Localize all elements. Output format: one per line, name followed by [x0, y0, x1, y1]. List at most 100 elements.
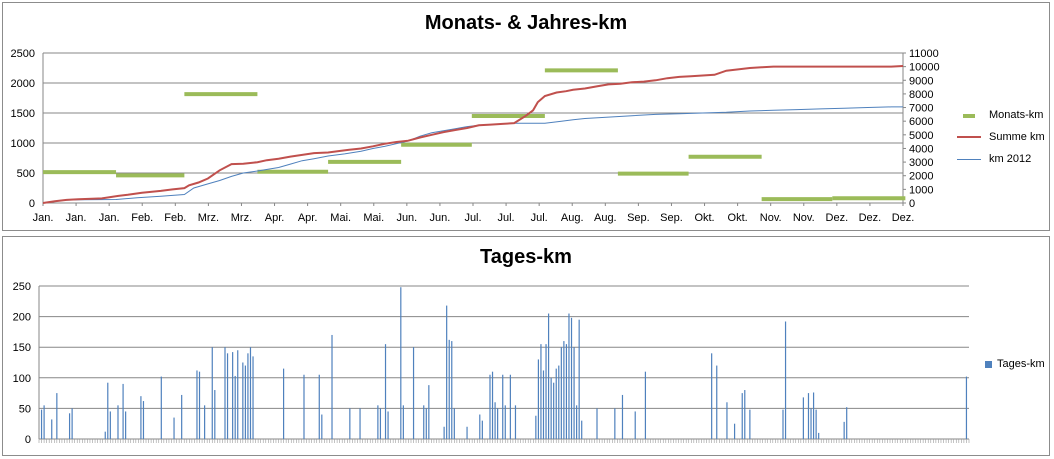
x-tick-label: Jul. [498, 212, 515, 224]
tages-km-bar [237, 350, 239, 439]
tages-km-bar [181, 394, 183, 439]
tages-km-bar [644, 371, 647, 439]
chart-title-tages-km: Tages-km [480, 246, 572, 268]
tages-km-bar [214, 390, 216, 439]
tages-km-bar [634, 411, 636, 439]
tages-km-bar [448, 339, 450, 439]
x-tick-label: Dez. [892, 212, 915, 224]
tages-km-bar [244, 365, 246, 439]
tages-km-bar [535, 415, 537, 439]
legend-label-km-2012: km 2012 [989, 153, 1032, 165]
x-tick-label: Feb. [164, 212, 186, 224]
chart-title-monthly-yearly: Monats- & Jahres-km [424, 12, 628, 34]
tages-km-bar [211, 347, 213, 439]
tages-km-bar [802, 397, 804, 439]
tages-km-bar [514, 405, 517, 439]
monthly-yearly-chart-panel: Monats- & Jahres-km 0 500 1000 1500 2000 2500… [2, 2, 1050, 231]
tages-km-bar [349, 408, 351, 439]
legend-label-monats-km: Monats-km [989, 109, 1044, 121]
x-tick-label: Sep. [660, 212, 683, 224]
legend-tages-km: Tages-km [985, 353, 1045, 375]
x-tick-label: Jan. [99, 212, 120, 224]
y-right-tick-label: 9000 [909, 75, 933, 87]
legend-item-km-2012: km 2012 [955, 148, 1045, 170]
tages-km-bar [117, 405, 119, 439]
y-right-tick-label: 4000 [909, 143, 933, 155]
tages-km-bar [104, 431, 106, 439]
y-tick-label: 150 [13, 342, 31, 354]
tages-km-bar [810, 408, 812, 439]
tages-km-bar [234, 375, 236, 439]
tages-km-bar [56, 393, 58, 439]
tages-km-bar [504, 405, 506, 439]
tages-km-bar [744, 390, 746, 439]
y-right-tick-label: 10000 [909, 62, 940, 74]
tages-km-bar [965, 376, 968, 439]
y-right-tick-label: 1000 [909, 184, 933, 196]
tages-km-bar [494, 402, 496, 439]
tages-km-bar [198, 371, 201, 439]
tages-km-bar [843, 421, 845, 439]
tages-km-bar [122, 383, 124, 439]
y-left-tick-label: 2500 [11, 48, 35, 60]
tages-km-bar [384, 344, 387, 439]
x-tick-label: Mrz. [198, 212, 219, 224]
tages-km-bar [402, 405, 404, 439]
tages-km-bar [249, 347, 252, 439]
legend-item-tages-km: Tages-km [985, 353, 1045, 375]
tages-km-bar [400, 287, 402, 439]
tages-km-bar [782, 409, 784, 439]
x-tick-label: Sep. [627, 212, 650, 224]
x-tick-label: Nov. [760, 212, 782, 224]
tages-km-bar [247, 353, 249, 439]
tages-km-bar [109, 411, 111, 439]
y-tick-label: 200 [13, 312, 31, 324]
tages-km-bar [568, 313, 570, 439]
tages-km-bar [711, 353, 713, 439]
tages-km-bar [242, 362, 244, 439]
tages-km-bar [142, 401, 145, 439]
tages-km-bar [542, 370, 545, 439]
tages-km-bar [570, 317, 573, 439]
tages-km-bar [68, 413, 71, 439]
tages-km-bar [560, 347, 562, 439]
tages-km-bar [726, 402, 728, 439]
y-left-tick-label: 1500 [11, 108, 35, 120]
tages-km-bar [204, 405, 206, 439]
y-left-tick-label: 1000 [11, 138, 35, 150]
x-tick-label: Mai. [363, 212, 384, 224]
tages-km-bar [331, 334, 333, 439]
tages-km-bar [573, 347, 575, 439]
legend-item-monats-km: Monats-km [955, 104, 1045, 126]
legend-monthly-yearly: Monats-km Summe km km 2012 [955, 104, 1045, 170]
tages-km-bar [537, 359, 539, 439]
tages-km-bar [379, 408, 382, 439]
tages-km-bar [716, 365, 718, 439]
tages-km-bar [196, 370, 198, 439]
tages-km-bar [446, 305, 448, 439]
x-tick-label: Mai. [330, 212, 351, 224]
y-tick-label: 50 [19, 403, 31, 415]
legend-swatch-monats-km [955, 110, 983, 121]
tages-km-bar [479, 414, 481, 439]
tages-km-bar [581, 420, 583, 439]
daily-km-chart-panel: Tages-km 0 50 100 150 200 250 Tages-km [2, 236, 1050, 456]
y-right-tick-label: 5000 [909, 130, 933, 142]
summe-km-line [42, 65, 904, 204]
legend-swatch-summe-km [955, 132, 983, 143]
x-tick-label: Jan. [33, 212, 54, 224]
tages-km-bar [540, 344, 542, 439]
tages-km-bar [125, 411, 127, 439]
legend-item-summe-km: Summe km [955, 126, 1045, 148]
x-tick-label: Mrz. [231, 212, 252, 224]
x-tick-label: Dez. [859, 212, 882, 224]
y-tick-label: 250 [13, 281, 31, 293]
x-tick-label: Jan. [66, 212, 87, 224]
legend-label-summe-km: Summe km [989, 131, 1045, 143]
tages-km-bar [558, 365, 560, 439]
x-tick-label: Jul. [464, 212, 481, 224]
tages-km-bar [423, 405, 425, 439]
monthly-yearly-chart-svg: 0500100015002000250001000200030004000500… [11, 48, 940, 224]
tages-km-bar [425, 408, 427, 439]
x-tick-label: Apr. [298, 212, 318, 224]
